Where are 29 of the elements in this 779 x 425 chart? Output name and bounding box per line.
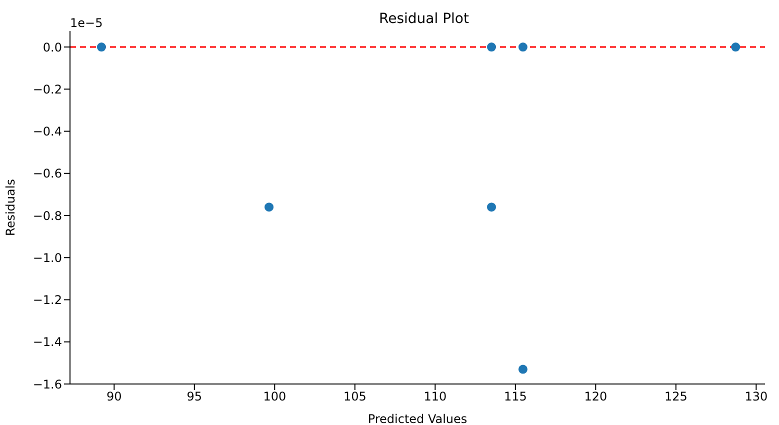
y-tick-label: 0.0: [42, 40, 62, 54]
y-tick-label: −1.2: [32, 293, 62, 308]
chart-title: Residual Plot: [379, 11, 470, 27]
y-tick-label: −1.4: [32, 335, 62, 350]
x-tick-label: 95: [186, 390, 202, 404]
y-tick-label: −0.2: [32, 82, 62, 96]
point: [96, 42, 106, 52]
y-axis-title: Residuals: [3, 179, 18, 236]
point: [518, 42, 528, 52]
y-tick-label: −0.6: [32, 166, 62, 181]
y-tick-label: −1.0: [32, 250, 62, 265]
x-tick-label: 105: [343, 390, 366, 404]
x-tick-label: 90: [106, 390, 122, 404]
y-tick-label: −1.6: [32, 377, 62, 392]
y-tick-label: −0.4: [32, 124, 62, 139]
x-tick-label: 120: [584, 390, 608, 404]
point: [731, 42, 740, 52]
y-tick-label: −0.8: [32, 208, 62, 223]
x-tick-label: 130: [744, 390, 768, 404]
point: [486, 42, 496, 52]
x-tick-label: 100: [263, 390, 286, 404]
point: [518, 364, 528, 374]
x-axis-title: Predicted Values: [368, 412, 468, 425]
point: [264, 202, 274, 212]
point: [486, 202, 496, 212]
x-tick-label: 110: [424, 390, 447, 404]
x-tick-label: 115: [504, 390, 527, 404]
text: 1e−5: [70, 16, 103, 30]
x-tick-label: 125: [664, 390, 688, 404]
